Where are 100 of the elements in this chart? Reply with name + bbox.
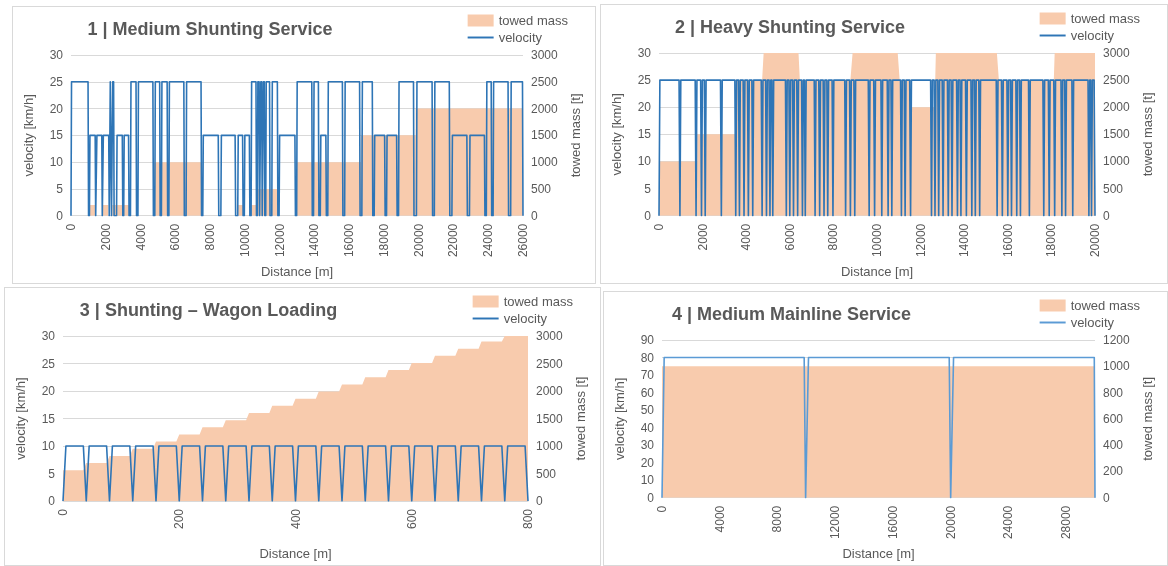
- y2-tick-label: 2000: [1103, 100, 1131, 115]
- chart-title: 4 | Medium Mainline Service: [671, 304, 912, 324]
- legend-label: towed mass: [1070, 11, 1141, 26]
- y-tick-label: 10: [41, 439, 56, 453]
- x-tick-label: 22000: [446, 223, 461, 258]
- x-axis-title: Distance [m]: [840, 264, 914, 279]
- y-tick-label: 10: [640, 473, 655, 488]
- y-tick-label: 25: [49, 74, 64, 89]
- y2-tick-label: 1500: [531, 128, 559, 143]
- chart-title: 1 | Medium Shunting Service: [87, 19, 333, 39]
- x-tick-label: 20000: [943, 505, 958, 540]
- x-tick-label: 18000: [376, 223, 391, 258]
- x-tick-label: 16000: [342, 223, 357, 258]
- x-tick-label: 0: [64, 223, 78, 231]
- x-tick-label: 14000: [957, 223, 972, 258]
- x-tick-label: 4000: [739, 223, 754, 251]
- y2-tick-label: 2500: [1103, 73, 1131, 88]
- legend-label: velocity: [1070, 28, 1115, 43]
- y-tick-label: 25: [637, 73, 652, 88]
- y2-tick-label: 800: [1103, 385, 1124, 400]
- y-tick-label: 30: [41, 329, 56, 343]
- x-tick-label: 12000: [913, 223, 928, 258]
- y2-tick-label: 1000: [536, 439, 564, 453]
- legend-label: velocity: [503, 311, 548, 326]
- x-tick-label: 28000: [1059, 505, 1074, 540]
- y2-tick-label: 2500: [531, 74, 559, 89]
- x-tick-label: 10000: [870, 223, 884, 258]
- y-tick-label: 80: [640, 350, 655, 365]
- x-tick-label: 4000: [133, 223, 148, 251]
- y-tick-label: 10: [49, 155, 64, 170]
- y2-tick-label: 500: [531, 181, 552, 196]
- y-tick-label: 5: [644, 181, 652, 196]
- x-tick-label: 600: [404, 508, 419, 530]
- x-tick-label: 12000: [828, 505, 843, 540]
- x-tick-label: 2000: [98, 223, 113, 251]
- y-tick-label: 20: [49, 101, 64, 116]
- chart-title: 3 | Shunting – Wagon Loading: [79, 300, 338, 320]
- y-tick-label: 25: [41, 356, 56, 371]
- x-tick-label: 6000: [782, 223, 797, 251]
- y2-tick-label: 400: [1103, 438, 1124, 453]
- y2-tick-label: 3000: [531, 48, 559, 62]
- x-tick-label: 200: [172, 508, 187, 530]
- x-axis-title: Distance [m]: [842, 546, 915, 561]
- y-tick-label: 40: [640, 420, 655, 435]
- x-tick-label: 16000: [1000, 223, 1015, 258]
- x-tick-label: 400: [288, 508, 303, 530]
- y-tick-label: 20: [640, 455, 655, 470]
- legend-label: velocity: [498, 30, 543, 45]
- y2-tick-label: 3000: [536, 329, 564, 343]
- y-tick-label: 15: [41, 411, 56, 426]
- y-tick-label: 0: [647, 490, 655, 505]
- y-tick-label: 20: [637, 100, 652, 115]
- y-tick-label: 30: [640, 438, 655, 453]
- y2-tick-label: 1500: [1103, 127, 1131, 142]
- y-tick-label: 20: [41, 384, 56, 398]
- x-tick-label: 20000: [1088, 223, 1102, 258]
- y2-tick-label: 600: [1103, 411, 1124, 426]
- legend-label: towed mass: [503, 294, 574, 309]
- y2-axis-title: towed mass [t]: [1140, 376, 1155, 461]
- y-axis-title: velocity [km/h]: [609, 93, 624, 176]
- y2-tick-label: 500: [1103, 181, 1124, 196]
- y-tick-label: 90: [640, 333, 655, 347]
- y-tick-label: 5: [56, 181, 64, 196]
- x-tick-label: 8000: [770, 505, 785, 533]
- x-tick-label: 18000: [1044, 223, 1059, 258]
- y-axis-title: velocity [km/h]: [21, 94, 36, 177]
- y2-tick-label: 1000: [531, 155, 559, 170]
- y2-tick-label: 3000: [1103, 46, 1131, 60]
- y2-tick-label: 1200: [1103, 333, 1131, 347]
- y-tick-label: 50: [640, 403, 655, 418]
- y-tick-label: 10: [637, 154, 652, 169]
- x-axis-title: Distance [m]: [259, 546, 332, 561]
- x-tick-label: 6000: [168, 223, 183, 251]
- y-axis-title: velocity [km/h]: [612, 377, 627, 461]
- legend-label: towed mass: [1070, 298, 1141, 313]
- y-tick-label: 5: [48, 466, 56, 481]
- y2-tick-label: 0: [1103, 490, 1110, 505]
- x-tick-label: 0: [652, 223, 666, 231]
- legend-label: towed mass: [498, 13, 569, 28]
- y-tick-label: 15: [49, 128, 64, 143]
- y2-tick-label: 2000: [536, 384, 564, 398]
- legend-label: velocity: [1070, 315, 1115, 330]
- x-axis-title: Distance [m]: [260, 264, 334, 279]
- y2-tick-label: 1500: [536, 411, 564, 426]
- y2-axis-title: towed mass [t]: [1140, 92, 1155, 177]
- x-tick-label: 24000: [481, 223, 496, 258]
- y-axis-title: velocity [km/h]: [13, 377, 28, 460]
- x-tick-label: 8000: [203, 223, 218, 251]
- chart-title: 2 | Heavy Shunting Service: [674, 17, 906, 37]
- x-tick-label: 10000: [237, 223, 252, 258]
- y-tick-label: 60: [640, 385, 655, 400]
- x-tick-label: 8000: [826, 223, 841, 251]
- x-tick-label: 14000: [307, 223, 322, 258]
- x-tick-label: 4000: [712, 505, 727, 533]
- y2-axis-title: towed mass [t]: [568, 93, 583, 178]
- x-tick-label: 0: [655, 505, 669, 513]
- x-tick-label: 24000: [1001, 505, 1016, 540]
- y-tick-label: 70: [640, 368, 655, 383]
- x-tick-label: 26000: [516, 223, 530, 258]
- x-tick-label: 20000: [411, 223, 426, 258]
